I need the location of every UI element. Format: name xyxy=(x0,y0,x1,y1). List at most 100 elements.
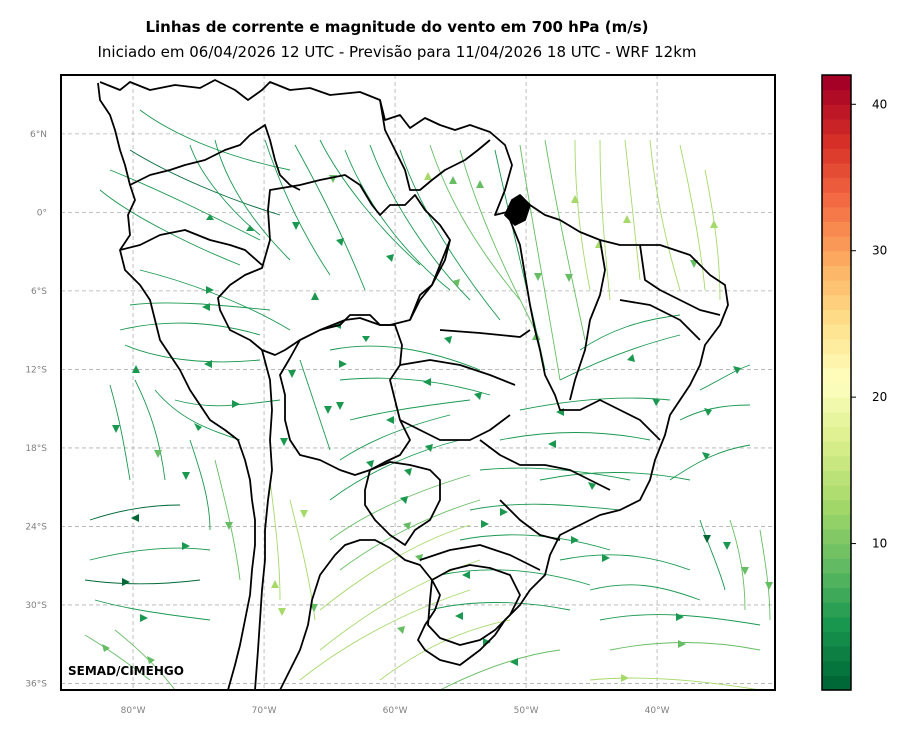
streamline xyxy=(679,144,706,291)
state-border-pa-am xyxy=(409,239,451,321)
coastline-north-south-america xyxy=(99,79,729,690)
state-borders-brazil-se xyxy=(419,439,611,571)
arrow-marker xyxy=(765,582,773,590)
streamline xyxy=(329,474,471,541)
lat-tick-label: 6°S xyxy=(31,287,47,297)
arrow-marker xyxy=(366,460,374,468)
colorbar-segment xyxy=(822,675,851,691)
border-colombia-venezuela xyxy=(129,124,301,191)
colorbar-ticks: 10 20 30 40 xyxy=(851,97,887,551)
lon-tick-label: 50°W xyxy=(514,706,539,716)
colorbar-tick-label: 40 xyxy=(872,97,887,111)
streamline xyxy=(589,584,701,601)
streamline xyxy=(519,144,561,381)
lon-tick-label: 60°W xyxy=(383,706,408,716)
streamline xyxy=(579,314,681,351)
lat-tick-label: 24°S xyxy=(25,522,47,532)
streamline xyxy=(339,499,481,571)
streamline xyxy=(729,519,746,611)
streamline xyxy=(759,529,771,621)
colorbar-segment xyxy=(822,89,851,105)
arrow-marker xyxy=(449,176,457,184)
marajo-island xyxy=(504,194,531,226)
arrow-marker xyxy=(386,416,394,424)
streamline xyxy=(124,344,261,363)
arrow-marker xyxy=(474,392,482,400)
colorbar-tick-label: 10 xyxy=(872,537,887,551)
lon-tick-label: 80°W xyxy=(121,706,146,716)
streamline xyxy=(339,377,491,396)
streamline xyxy=(139,269,291,331)
arrow-marker xyxy=(534,273,542,281)
colorbar-segment xyxy=(822,543,851,559)
streamline xyxy=(499,432,651,441)
streamline xyxy=(669,444,751,481)
colorbar-segment xyxy=(822,323,851,340)
colorbar-segment xyxy=(822,616,851,633)
colorbar-segment xyxy=(822,104,851,120)
streamline xyxy=(559,334,681,381)
streamline xyxy=(189,439,211,531)
arrow-marker xyxy=(206,214,214,220)
arrow-marker xyxy=(154,450,162,458)
arrow-marker xyxy=(548,440,556,448)
streamline xyxy=(429,602,571,611)
country-boundaries xyxy=(97,79,729,690)
arrow-marker xyxy=(678,640,686,648)
map-title: Linhas de corrente e magnitude do vento … xyxy=(145,18,649,36)
arrow-marker xyxy=(404,468,412,476)
streamline xyxy=(699,364,751,391)
streamline xyxy=(559,554,691,571)
arrow-marker xyxy=(292,222,300,230)
streamline xyxy=(699,519,726,591)
map-background xyxy=(61,75,775,690)
arrow-marker xyxy=(652,398,660,406)
streamline xyxy=(349,399,471,421)
colorbar-segment xyxy=(822,499,851,515)
streamline xyxy=(589,677,761,690)
arrow-marker xyxy=(400,496,408,504)
arrow-marker xyxy=(336,238,344,246)
arrow-marker xyxy=(423,378,431,386)
arrow-marker xyxy=(710,220,718,228)
arrow-marker xyxy=(444,336,452,344)
lat-tick-label: 6°N xyxy=(30,130,47,140)
streamline xyxy=(339,414,451,461)
streamline xyxy=(264,139,331,276)
colorbar-segment xyxy=(822,397,851,413)
arrow-marker xyxy=(676,613,684,621)
arrow-marker xyxy=(588,482,596,490)
colorbar-segment xyxy=(822,236,851,252)
arrow-marker xyxy=(288,370,296,378)
arrow-marker xyxy=(571,195,579,203)
arrow-marker xyxy=(132,365,140,373)
colorbar-segment xyxy=(822,485,851,501)
colorbar-segment xyxy=(822,382,851,398)
streamline xyxy=(379,619,511,681)
arrow-marker xyxy=(510,658,518,666)
streamline xyxy=(329,345,481,371)
streamline xyxy=(109,384,131,481)
arrow-marker xyxy=(476,180,484,188)
colorbar-segment xyxy=(822,118,851,135)
arrow-marker xyxy=(311,292,319,300)
credit-label: SEMAD/CIMEHGO xyxy=(68,664,184,678)
colorbar-segment xyxy=(822,528,851,545)
longitude-labels: 80°W 70°W 60°W 50°W 40°W xyxy=(121,706,670,716)
colorbar-segment xyxy=(822,162,851,179)
colorbar-segment xyxy=(822,338,851,354)
arrow-marker xyxy=(386,254,394,262)
border-paraguay xyxy=(364,461,441,546)
arrow-marker xyxy=(723,542,731,550)
arrow-marker xyxy=(202,303,210,311)
streamline xyxy=(174,399,281,407)
streamline xyxy=(539,472,691,481)
colorbar-segment xyxy=(822,587,851,603)
streamline xyxy=(439,649,561,690)
arrow-marker xyxy=(232,400,240,408)
colorbar-segment xyxy=(822,470,851,486)
streamline xyxy=(154,389,241,441)
colorbar-segment xyxy=(822,441,851,457)
streamline xyxy=(319,139,421,266)
colorbar-segment xyxy=(822,133,851,149)
